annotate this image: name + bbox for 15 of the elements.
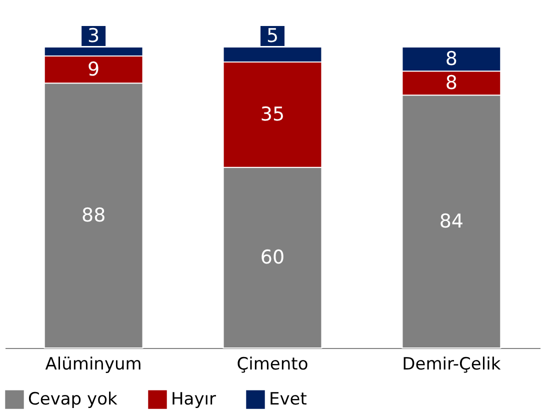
legend-label: Hayır (171, 390, 216, 410)
x-tick-label: Demir-Çelik (402, 354, 501, 374)
data-label: 60 (260, 246, 285, 269)
data-label: 84 (439, 210, 464, 233)
legend-label: Cevap yok (28, 390, 118, 410)
x-tick-label: Çimento (236, 354, 308, 374)
data-label: 8 (445, 72, 458, 94)
x-tick-label: Alüminyum (45, 354, 142, 374)
data-label: 5 (266, 25, 279, 47)
data-label: 88 (81, 204, 106, 227)
data-label: 35 (260, 104, 285, 126)
data-label: 8 (445, 48, 458, 70)
data-label: 3 (88, 25, 100, 47)
legend-label: Evet (269, 390, 308, 410)
data-label: 9 (88, 58, 100, 81)
